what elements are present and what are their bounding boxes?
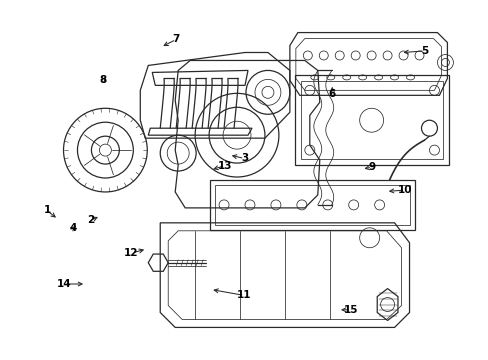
Text: 8: 8	[99, 75, 106, 85]
Text: 7: 7	[172, 35, 180, 44]
Text: 10: 10	[397, 185, 412, 195]
Text: 12: 12	[124, 248, 138, 258]
Text: 2: 2	[87, 215, 94, 225]
Text: 5: 5	[421, 46, 427, 56]
Text: 15: 15	[343, 305, 357, 315]
Text: 6: 6	[328, 89, 335, 99]
Text: 14: 14	[57, 279, 71, 289]
Text: 11: 11	[237, 291, 251, 301]
Text: 3: 3	[241, 153, 247, 163]
Text: 4: 4	[69, 224, 77, 233]
Text: 9: 9	[368, 162, 375, 172]
Text: 1: 1	[43, 206, 51, 216]
Text: 13: 13	[217, 161, 232, 171]
